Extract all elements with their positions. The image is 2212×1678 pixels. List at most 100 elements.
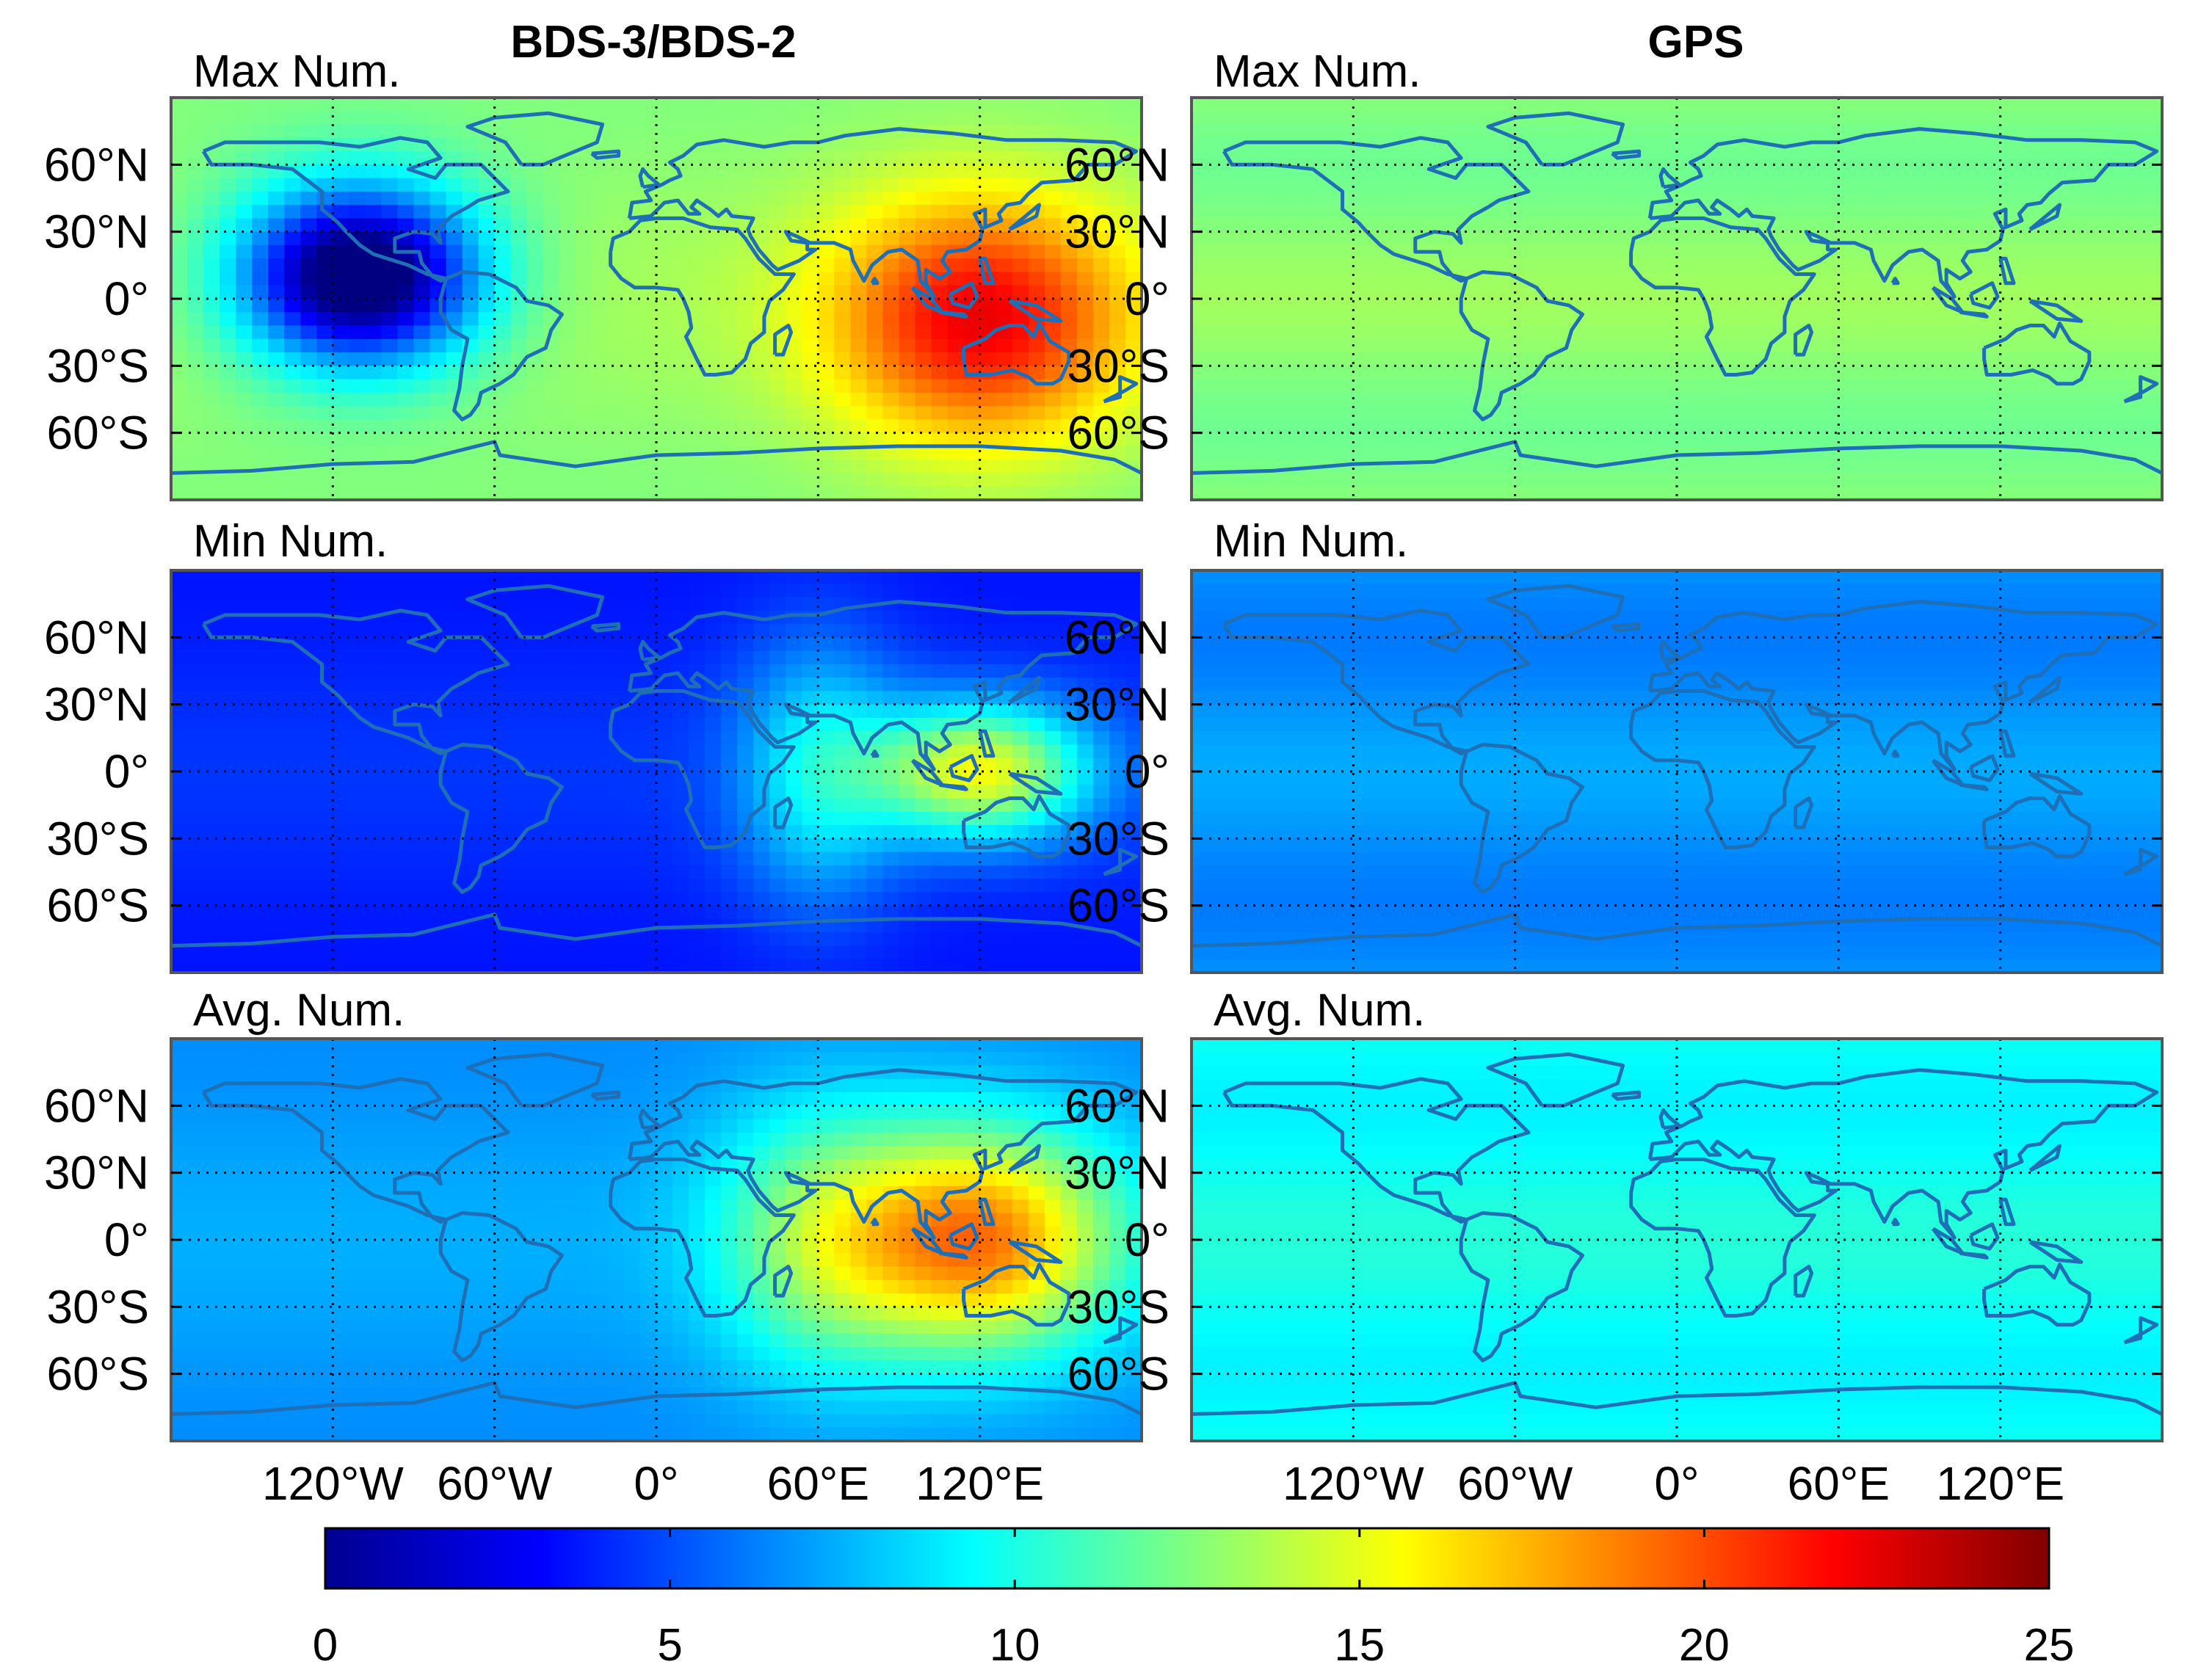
- heat-cell: [802, 366, 819, 380]
- heat-cell: [171, 678, 188, 692]
- heat-cell: [381, 205, 399, 219]
- heat-cell: [899, 432, 916, 447]
- heat-cell: [802, 838, 819, 853]
- heat-cell: [1838, 111, 1856, 126]
- heat-cell: [365, 124, 382, 139]
- heat-cell: [1725, 419, 1742, 434]
- heat-cell: [2113, 244, 2131, 259]
- heat-cell: [1790, 231, 1807, 246]
- heat-cell: [672, 432, 689, 447]
- heat-cell: [1337, 285, 1355, 299]
- heat-cell: [607, 111, 625, 126]
- heat-cell: [947, 111, 965, 126]
- heat-cell: [1401, 285, 1419, 299]
- heat-cell: [1611, 338, 1629, 353]
- heat-cell: [1125, 178, 1142, 192]
- heat-cell: [526, 98, 544, 112]
- heat-cell: [1192, 299, 1208, 313]
- heat-cell: [721, 379, 738, 393]
- heat-cell: [1838, 164, 1856, 179]
- heat-cell: [2048, 419, 2066, 434]
- heat-cell: [1272, 432, 1289, 447]
- heat-cell: [753, 258, 770, 273]
- heat-cell: [607, 299, 625, 313]
- heat-cell: [705, 325, 722, 340]
- heat-cell: [834, 473, 852, 487]
- heat-cell: [333, 758, 350, 772]
- heat-cell: [1871, 111, 1888, 126]
- heat-cell: [1919, 352, 1937, 367]
- heat-cell: [1028, 419, 1045, 434]
- heat-cell: [1125, 124, 1142, 139]
- heat-cell: [2097, 285, 2114, 299]
- heat-cell: [1806, 111, 1824, 126]
- heat-cell: [526, 717, 544, 732]
- heat-cell: [349, 851, 366, 866]
- heat-cell: [2129, 473, 2147, 487]
- heat-cell: [284, 785, 301, 799]
- heat-cell: [171, 299, 188, 313]
- heat-cell: [1871, 218, 1888, 233]
- heat-cell: [802, 312, 819, 327]
- heat-cell: [252, 691, 269, 705]
- heat-cell: [1012, 124, 1029, 139]
- heat-cell: [559, 299, 576, 313]
- heat-cell: [737, 124, 754, 139]
- heat-cell: [866, 191, 884, 206]
- heat-cell: [915, 610, 932, 625]
- heat-cell: [284, 704, 301, 719]
- heat-cell: [1563, 392, 1581, 407]
- heat-cell: [705, 473, 722, 487]
- heat-cell: [300, 584, 318, 598]
- heat-cell: [1060, 325, 1078, 340]
- heat-cell: [1709, 272, 1726, 286]
- heat-cell: [284, 272, 301, 286]
- heat-cell: [915, 244, 932, 259]
- heat-cell: [834, 272, 852, 286]
- heat-cell: [1515, 244, 1532, 259]
- heat-cell: [333, 406, 350, 421]
- heat-cell: [1661, 218, 1678, 233]
- heat-cell: [1871, 98, 1888, 112]
- heat-cell: [365, 285, 382, 299]
- heat-cell: [446, 717, 463, 732]
- heat-cell: [1693, 379, 1710, 393]
- heat-cell: [1466, 258, 1484, 273]
- heat-cell: [866, 664, 884, 678]
- heat-cell: [1531, 406, 1548, 421]
- heat-cell: [2016, 486, 2034, 500]
- heat-cell: [1272, 285, 1289, 299]
- heat-cell: [510, 366, 528, 380]
- heat-cell: [1418, 366, 1435, 380]
- heat-cell: [381, 785, 399, 799]
- heat-cell: [1919, 272, 1937, 286]
- heat-cell: [623, 379, 641, 393]
- heat-cell: [268, 473, 285, 487]
- heat-cell: [979, 191, 997, 206]
- heat-cell: [1012, 637, 1029, 652]
- heat-cell: [1044, 124, 1062, 139]
- heat-cell: [2081, 164, 2098, 179]
- heat-cell: [1353, 205, 1371, 219]
- heat-cell: [1240, 191, 1257, 206]
- heat-cell: [1240, 285, 1257, 299]
- heat-cell: [1192, 231, 1208, 246]
- heat-cell: [1369, 285, 1387, 299]
- heat-cell: [1385, 124, 1403, 139]
- heat-cell: [2032, 486, 2050, 500]
- heat-cell: [802, 785, 819, 799]
- heat-cell: [1661, 231, 1678, 246]
- heat-cell: [1125, 406, 1142, 421]
- heat-cell: [1044, 258, 1062, 273]
- heat-cell: [1092, 258, 1110, 273]
- heat-cell: [187, 758, 204, 772]
- heat-cell: [1595, 124, 1613, 139]
- heat-cell: [413, 98, 431, 112]
- heat-cell: [1741, 406, 1758, 421]
- heat-cell: [187, 325, 204, 340]
- heat-cell: [899, 704, 916, 719]
- heat-cell: [559, 798, 576, 813]
- heat-cell: [1450, 460, 1468, 474]
- heat-cell: [446, 432, 463, 447]
- heat-cell: [1547, 419, 1564, 434]
